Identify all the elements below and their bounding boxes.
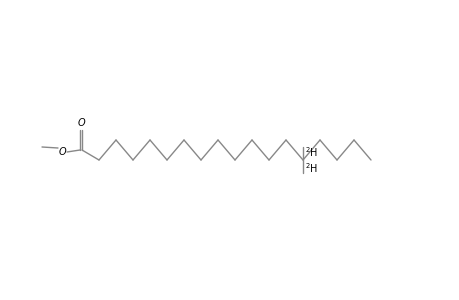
Text: O: O (58, 147, 66, 157)
Text: $\mathregular{^2}$H: $\mathregular{^2}$H (304, 145, 318, 159)
Text: O: O (77, 118, 84, 128)
Text: $\mathregular{^2}$H: $\mathregular{^2}$H (304, 161, 318, 175)
